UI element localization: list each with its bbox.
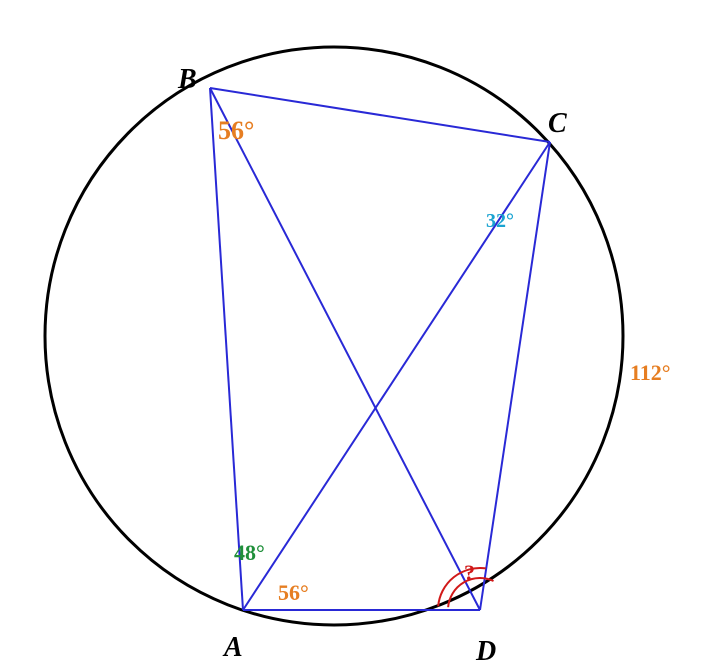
point-label-c: C [548, 108, 567, 140]
angle-label-4: ? [464, 560, 475, 586]
angle-label-2: 48° [234, 540, 265, 566]
geometry-diagram [0, 0, 726, 669]
point-label-a: A [224, 632, 243, 664]
angle-label-0: 56° [218, 116, 254, 146]
point-label-d: D [476, 636, 496, 668]
angle-label-1: 32° [486, 210, 514, 233]
angle-label-3: 56° [278, 580, 309, 606]
angle-label-5: 112° [630, 360, 671, 386]
point-label-b: B [178, 64, 197, 96]
